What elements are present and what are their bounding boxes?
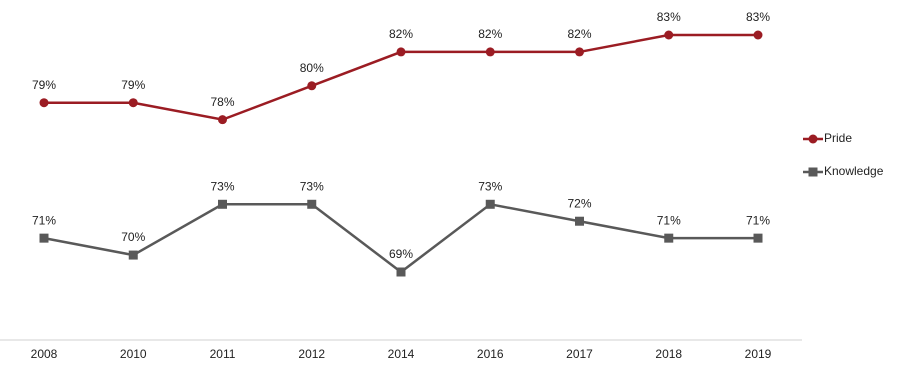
series-line: [43, 202, 758, 274]
data-label: 70%: [121, 230, 145, 244]
data-label: 73%: [300, 179, 324, 193]
legend-label: Pride: [824, 131, 852, 145]
data-point: [218, 115, 227, 125]
data-label: 82%: [478, 27, 502, 41]
x-tick-label: 2017: [566, 347, 593, 361]
data-point: [218, 199, 227, 209]
data-label: 80%: [300, 61, 324, 75]
data-point: [664, 233, 674, 243]
data-point: [575, 47, 584, 57]
data-label: 73%: [210, 179, 234, 193]
data-label: 83%: [657, 10, 681, 24]
data-label: 69%: [389, 247, 413, 261]
legend-marker: [808, 167, 818, 177]
data-point: [753, 233, 763, 243]
x-tick-label: 2010: [120, 347, 147, 361]
data-label: 73%: [478, 179, 502, 193]
data-point: [307, 81, 317, 91]
data-label: 82%: [567, 27, 591, 41]
data-point: [128, 98, 138, 108]
data-label: 72%: [567, 196, 591, 210]
data-label: 71%: [746, 213, 770, 227]
data-point: [396, 47, 406, 57]
data-point: [128, 250, 138, 260]
data-label: 71%: [32, 213, 56, 227]
data-point: [39, 98, 49, 108]
data-point: [753, 30, 763, 40]
data-point: [39, 233, 49, 243]
legend-marker: [808, 134, 818, 144]
x-tick-label: 2014: [388, 347, 415, 361]
x-tick-label: 2016: [477, 347, 504, 361]
data-point: [664, 30, 674, 40]
x-tick-label: 2008: [31, 347, 58, 361]
x-tick-label: 2019: [745, 347, 772, 361]
data-label: 79%: [121, 78, 145, 92]
legend-label: Knowledge: [824, 164, 884, 178]
data-label: 71%: [657, 213, 681, 227]
data-point: [575, 216, 584, 226]
x-tick-label: 2018: [655, 347, 682, 361]
data-point: [485, 199, 495, 209]
data-label: 78%: [210, 95, 234, 109]
data-point: [485, 47, 495, 57]
data-point: [396, 267, 406, 277]
data-label: 83%: [746, 10, 770, 24]
data-label: 82%: [389, 27, 413, 41]
data-label: 79%: [32, 78, 56, 92]
x-tick-label: 2012: [298, 347, 325, 361]
x-tick-label: 2011: [210, 347, 236, 361]
data-point: [307, 199, 317, 209]
